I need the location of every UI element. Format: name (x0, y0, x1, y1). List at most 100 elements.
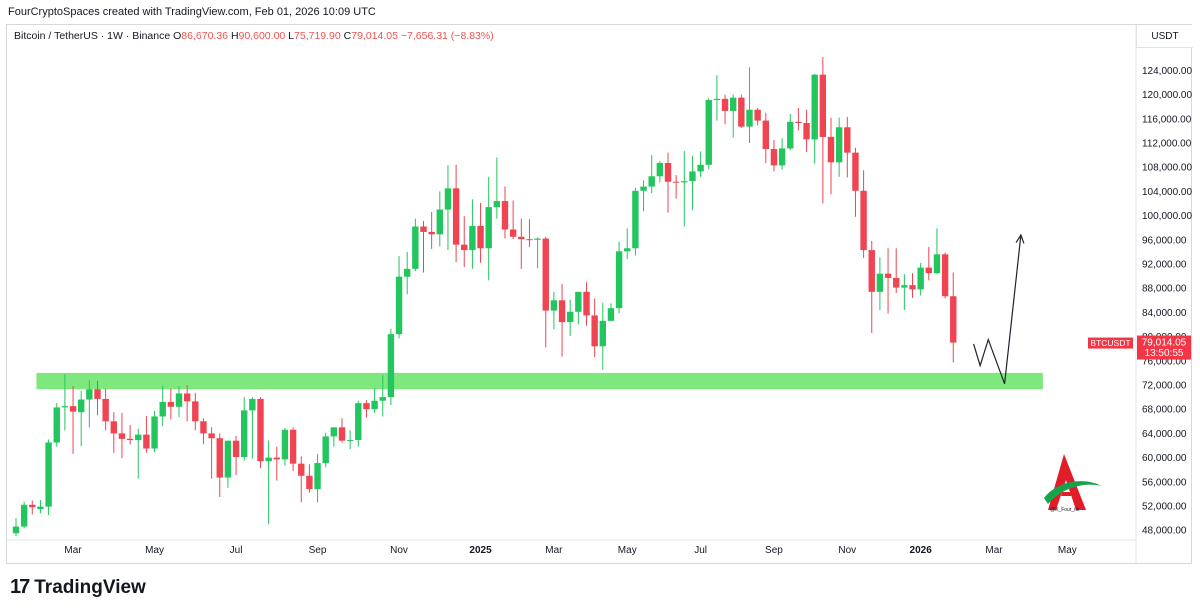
candle-body[interactable] (672, 181, 680, 183)
candle-body[interactable] (860, 190, 867, 251)
candle-body[interactable] (257, 398, 264, 462)
candle-body[interactable] (94, 389, 101, 399)
candle-body[interactable] (126, 438, 134, 441)
candle-body[interactable] (607, 308, 615, 321)
candle-body[interactable] (404, 268, 411, 277)
candle-body[interactable] (167, 401, 175, 407)
candle-body[interactable] (379, 397, 386, 401)
candle-body[interactable] (518, 236, 525, 240)
candle-body[interactable] (884, 273, 892, 278)
candle-body[interactable] (632, 190, 639, 249)
candle-body[interactable] (941, 254, 949, 297)
candle-body[interactable] (575, 291, 582, 312)
candle-body[interactable] (795, 121, 802, 124)
candle-body[interactable] (567, 311, 574, 323)
candle-body[interactable] (412, 226, 419, 269)
candle-body[interactable] (730, 97, 737, 111)
candle-body[interactable] (428, 231, 435, 235)
candle-body[interactable] (803, 123, 810, 140)
candle-body[interactable] (656, 162, 664, 177)
candle-body[interactable] (925, 267, 932, 274)
candle-body[interactable] (387, 334, 395, 398)
candle-body[interactable] (395, 276, 403, 335)
candle-body[interactable] (485, 207, 492, 249)
candle-body[interactable] (330, 427, 338, 437)
candle-body[interactable] (917, 267, 924, 290)
projection-path[interactable] (973, 234, 1022, 385)
candle-body[interactable] (664, 162, 672, 182)
candle-body[interactable] (12, 526, 20, 534)
candle-body[interactable] (249, 398, 256, 411)
candle-body[interactable] (762, 120, 769, 150)
candle-body[interactable] (493, 201, 501, 208)
candle-body[interactable] (713, 98, 721, 101)
candle-body[interactable] (45, 442, 52, 507)
candle-body[interactable] (452, 188, 460, 245)
candle-body[interactable] (721, 98, 729, 111)
candle-body[interactable] (232, 440, 240, 457)
candle-body[interactable] (844, 127, 851, 153)
candle-body[interactable] (306, 475, 313, 490)
candle-body[interactable] (61, 406, 69, 408)
candle-body[interactable] (550, 300, 558, 311)
candle-body[interactable] (346, 440, 354, 442)
candle-body[interactable] (281, 429, 289, 460)
candle-body[interactable] (371, 400, 378, 410)
candle-body[interactable] (770, 149, 778, 166)
candle-body[interactable] (143, 434, 150, 449)
candle-body[interactable] (208, 433, 215, 439)
candle-body[interactable] (681, 181, 688, 183)
candle-body[interactable] (183, 393, 191, 402)
candle-body[interactable] (69, 406, 77, 412)
candle-body[interactable] (469, 225, 476, 251)
candle-body[interactable] (477, 225, 484, 249)
candle-body[interactable] (901, 285, 908, 288)
candle-body[interactable] (461, 244, 468, 251)
candle-body[interactable] (363, 403, 370, 410)
candle-body[interactable] (868, 250, 875, 292)
candle-body[interactable] (29, 504, 36, 508)
candle-body[interactable] (689, 171, 696, 182)
candle-body[interactable] (534, 238, 541, 240)
candle-body[interactable] (950, 296, 957, 343)
symbol-title[interactable]: Bitcoin / TetherUS · 1W · Binance (14, 30, 171, 42)
candle-body[interactable] (118, 433, 126, 439)
candle-body[interactable] (705, 100, 712, 165)
candle-body[interactable] (876, 273, 884, 292)
candle-body[interactable] (746, 109, 753, 127)
candle-body[interactable] (501, 201, 509, 230)
candle-body[interactable] (78, 399, 85, 413)
candle-body[interactable] (289, 429, 297, 464)
candle-body[interactable] (192, 401, 199, 422)
candle-body[interactable] (86, 389, 93, 400)
candle-body[interactable] (852, 152, 859, 191)
candle-body[interactable] (224, 440, 232, 478)
candle-body[interactable] (583, 291, 590, 316)
candle-body[interactable] (509, 229, 517, 237)
candle-body[interactable] (835, 127, 843, 163)
candle-body[interactable] (615, 251, 623, 309)
candle-body[interactable] (697, 164, 704, 172)
candle-body[interactable] (298, 463, 305, 476)
candle-body[interactable] (640, 186, 647, 191)
candle-body[interactable] (591, 315, 598, 347)
candle-body[interactable] (827, 136, 835, 163)
price-tag[interactable] (1137, 335, 1191, 360)
candle-body[interactable] (110, 421, 117, 434)
candle-body[interactable] (738, 97, 745, 127)
candle-body[interactable] (933, 254, 941, 274)
candle-body[interactable] (265, 457, 272, 462)
candle-body[interactable] (436, 209, 443, 235)
candle-body[interactable] (37, 506, 44, 510)
candle-body[interactable] (754, 109, 761, 121)
candle-body[interactable] (273, 457, 280, 460)
candle-body[interactable] (819, 74, 827, 137)
candle-body[interactable] (200, 421, 207, 434)
candle-body[interactable] (787, 121, 794, 149)
candle-body[interactable] (599, 320, 606, 347)
candle-body[interactable] (355, 403, 362, 441)
candle-body[interactable] (444, 188, 452, 210)
candle-body[interactable] (811, 74, 818, 140)
candle-body[interactable] (893, 277, 900, 288)
candle-body[interactable] (53, 407, 60, 443)
